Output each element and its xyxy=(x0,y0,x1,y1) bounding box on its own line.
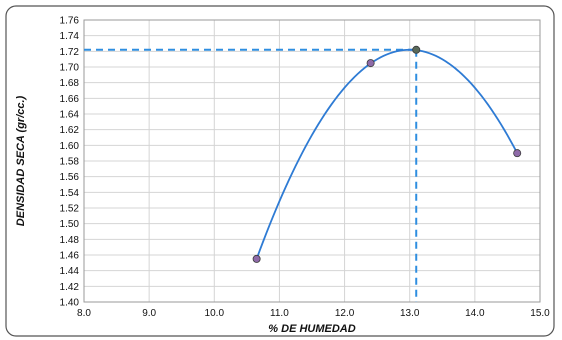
data-point-peak xyxy=(412,45,421,54)
x-tick-label: 15.0 xyxy=(530,308,550,319)
tick-labels: 8.0 9.0 10.0 11.0 12.0 13.0 14.0 15.0 1.40 1.42 1.… xyxy=(60,16,551,320)
x-tick-label: 14.0 xyxy=(465,308,485,319)
plot-area-border xyxy=(83,19,541,303)
data-point xyxy=(252,254,261,263)
fitted-curve-line xyxy=(255,48,518,260)
y-tick-label: 1.70 xyxy=(60,63,80,74)
y-tick-label: 1.64 xyxy=(60,110,80,121)
y-tick-label: 1.48 xyxy=(60,235,80,246)
curve-layer xyxy=(255,48,518,260)
y-tick-label: 1.54 xyxy=(60,188,80,199)
x-tick-label: 8.0 xyxy=(77,308,91,319)
x-tick-label: 10.0 xyxy=(205,308,225,319)
y-tick-label: 1.50 xyxy=(60,219,80,230)
y-tick-label: 1.44 xyxy=(60,266,80,277)
y-tick-label: 1.58 xyxy=(60,157,80,168)
x-tick-label: 12.0 xyxy=(335,308,355,319)
grid-layer xyxy=(83,19,541,303)
y-axis-title: DENSIDAD SECA (gr/cc.) xyxy=(15,95,27,226)
y-tick-label: 1.74 xyxy=(60,31,80,42)
reference-lines xyxy=(84,48,418,302)
x-tick-label: 11.0 xyxy=(270,308,289,319)
data-point xyxy=(366,59,375,68)
data-point xyxy=(513,149,522,158)
y-tick-label: 1.46 xyxy=(60,251,80,262)
x-axis-title: % DE HUMEDAD xyxy=(268,323,355,335)
y-tick-label: 1.76 xyxy=(60,16,80,27)
y-tick-label: 1.62 xyxy=(60,125,80,136)
y-tick-label: 1.68 xyxy=(60,78,80,89)
y-tick-label: 1.40 xyxy=(60,298,80,309)
points-layer xyxy=(252,45,522,263)
y-tick-label: 1.60 xyxy=(60,141,80,152)
x-tick-label: 13.0 xyxy=(400,308,420,319)
y-tick-label: 1.52 xyxy=(60,204,80,215)
y-tick-label: 1.42 xyxy=(60,282,80,293)
x-tick-label: 9.0 xyxy=(142,308,156,319)
y-tick-label: 1.66 xyxy=(60,94,80,105)
y-tick-label: 1.56 xyxy=(60,172,80,183)
y-tick-label: 1.72 xyxy=(60,47,80,58)
